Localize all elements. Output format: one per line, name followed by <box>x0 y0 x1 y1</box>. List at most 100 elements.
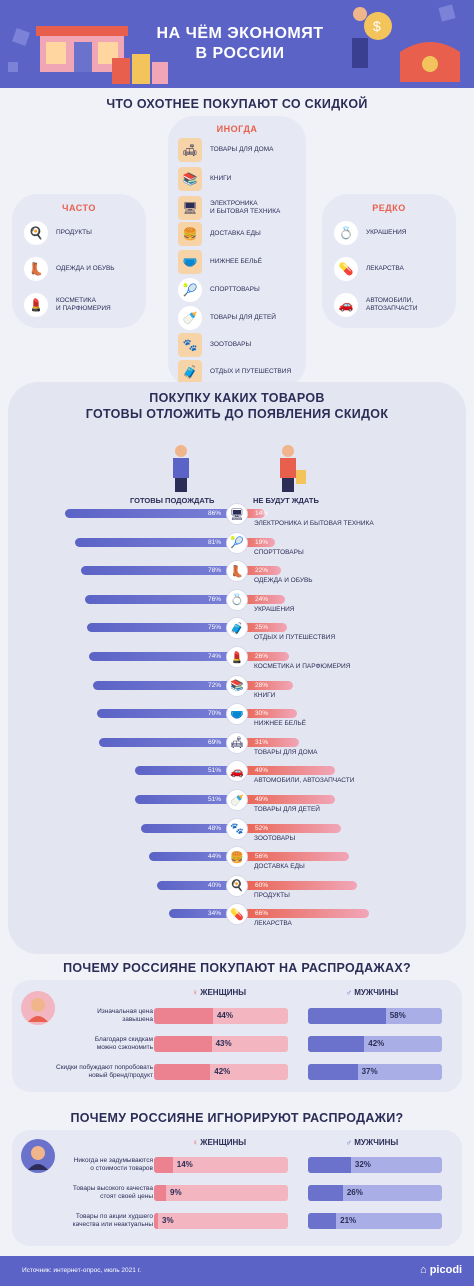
sometimes-item: 🖥 ЭЛЕКТРОНИКА И БЫТОВАЯ ТЕХНИКА <box>178 196 280 220</box>
wait-bar <box>81 566 237 576</box>
women-bar: 42% <box>154 1064 288 1080</box>
no-wait-value-label: 19% <box>255 538 269 546</box>
female-sign-icon: ♀ <box>192 988 198 997</box>
car-icon: 🚗 <box>334 293 358 317</box>
category-label: ЗООТОВАРЫ <box>254 834 296 842</box>
shopping-person-icon <box>280 445 306 492</box>
page-title: НА ЧЁМ ЭКОНОМЯТ В РОССИИ <box>156 25 324 62</box>
wait-value-label: 44% <box>207 853 221 861</box>
food-box-icon: 🍔 <box>178 222 202 246</box>
reason-label: Скидки побуждают попробовать новый бренд… <box>56 1064 153 1079</box>
bar-value: 21% <box>340 1216 357 1225</box>
bar-value: 42% <box>214 1067 231 1076</box>
wait-value-label: 72% <box>207 681 221 689</box>
car-icon: 🚗 <box>226 760 248 783</box>
pill-icon: 💊 <box>334 257 358 281</box>
wait-value-label: 40% <box>207 881 221 889</box>
ring-icon: 💍 <box>226 588 248 611</box>
no-wait-bar <box>237 537 275 547</box>
racket-icon: 🎾 <box>178 278 202 302</box>
bar-value: 32% <box>354 1160 371 1169</box>
reason-label: Товары высокого качества стоят своей цен… <box>72 1185 153 1200</box>
no-wait-bar <box>237 737 299 747</box>
bar-value: 26% <box>346 1188 363 1197</box>
no-wait-bar <box>237 823 341 833</box>
wait-bar <box>89 652 237 661</box>
wait-value-label: 34% <box>207 910 221 918</box>
racket-icon: 🎾 <box>226 531 248 554</box>
wait-value-label: 51% <box>207 767 221 775</box>
male-sign-icon: ♂ <box>346 1138 352 1147</box>
no-wait-value-label: 26% <box>255 653 269 660</box>
no-wait-value-label: 30% <box>255 710 269 718</box>
bar-fill <box>154 1064 211 1080</box>
reason-label: Изначальная цена завышена <box>97 1008 153 1023</box>
bar-fill <box>308 1008 386 1024</box>
egg-icon: 🍳 <box>226 874 248 897</box>
wait-bar <box>149 852 237 862</box>
bar-value: 9% <box>170 1188 182 1197</box>
men-legend: ♂ МУЖЧИНЫ <box>346 988 399 997</box>
bar-fill <box>154 1185 167 1201</box>
wait-bar <box>87 623 237 633</box>
sometimes-item: 🎾 СПОРТТОВАРЫ <box>178 278 260 302</box>
wait-bar <box>157 880 237 890</box>
no-wait-value-label: 66% <box>255 910 269 918</box>
no-wait-bar <box>237 680 293 690</box>
bar-value: 42% <box>368 1039 385 1048</box>
wait-value-label: 48% <box>207 824 221 832</box>
men-bar: 58% <box>308 1008 442 1024</box>
footer: Источник: интернет-опрос, июль 2021 г. ⌂… <box>0 1256 474 1286</box>
no-wait-value-label: 14% <box>255 510 269 517</box>
ring-icon: 💍 <box>334 221 358 245</box>
bar-fill <box>308 1157 351 1173</box>
bar-fill <box>154 1157 173 1173</box>
category-label: КНИГИ <box>254 691 276 699</box>
underwear-icon: 🩲 <box>178 250 202 274</box>
person-with-coin-illustration: $ <box>352 7 460 82</box>
no-wait-value-label: 25% <box>255 624 269 632</box>
bar-value: 58% <box>389 1011 406 1020</box>
no-wait-bar <box>237 623 287 633</box>
section2-panel <box>8 382 466 954</box>
food-box-icon: 🍔 <box>226 846 248 869</box>
category-label: НИЖНЕЕ БЕЛЬЁ <box>254 720 307 728</box>
wait-bar <box>97 709 237 719</box>
woman-avatar-icon <box>21 991 55 1025</box>
wait-bar <box>169 909 237 919</box>
svg-text:$: $ <box>373 18 381 34</box>
bar-fill <box>308 1064 358 1080</box>
book-icon: 📚 <box>226 674 248 697</box>
brand-logo: ⌂ picodi <box>420 1264 463 1276</box>
suitcase-icon: 🧳 <box>178 360 202 384</box>
wait-bar <box>85 594 237 604</box>
bar-fill <box>308 1036 365 1052</box>
rarely-heading: РЕДКО <box>372 203 406 213</box>
no-wait-value-label: 31% <box>255 738 269 746</box>
no-wait-value-label: 60% <box>255 881 269 889</box>
no-wait-value-label: 49% <box>255 767 269 775</box>
no-wait-value-label: 28% <box>255 681 269 689</box>
waiting-person-icon <box>173 445 189 492</box>
bar-fill <box>154 1036 212 1052</box>
no-wait-bar <box>237 795 335 804</box>
shopping-bags-illustration <box>112 54 168 84</box>
women-bar: 14% <box>154 1157 288 1173</box>
underwear-icon: 🩲 <box>226 703 248 726</box>
no-wait-value-label: 24% <box>255 595 269 603</box>
wait-value-label: 70% <box>207 710 221 718</box>
women-legend: ♀ ЖЕНЩИНЫ <box>192 988 247 997</box>
monitor-icon: 🖥 <box>178 196 202 220</box>
no-wait-bar <box>237 880 357 890</box>
women-bar: 44% <box>154 1008 288 1024</box>
wait-bar <box>135 795 237 804</box>
men-bar: 21% <box>308 1213 442 1229</box>
bar-fill <box>154 1213 159 1229</box>
no-wait-bar <box>237 566 281 576</box>
female-sign-icon: ♀ <box>192 1138 198 1147</box>
no-wait-value-label: 52% <box>255 824 269 832</box>
source-note: Источник: интернет-опрос, июль 2021 г. <box>22 1267 142 1274</box>
category-label: УКРАШЕНИЯ <box>254 605 295 613</box>
sometimes-item: 🧳 ОТДЫХ И ПУТЕШЕСТВИЯ <box>178 360 291 384</box>
pacifier-icon: 🍼 <box>226 789 248 811</box>
